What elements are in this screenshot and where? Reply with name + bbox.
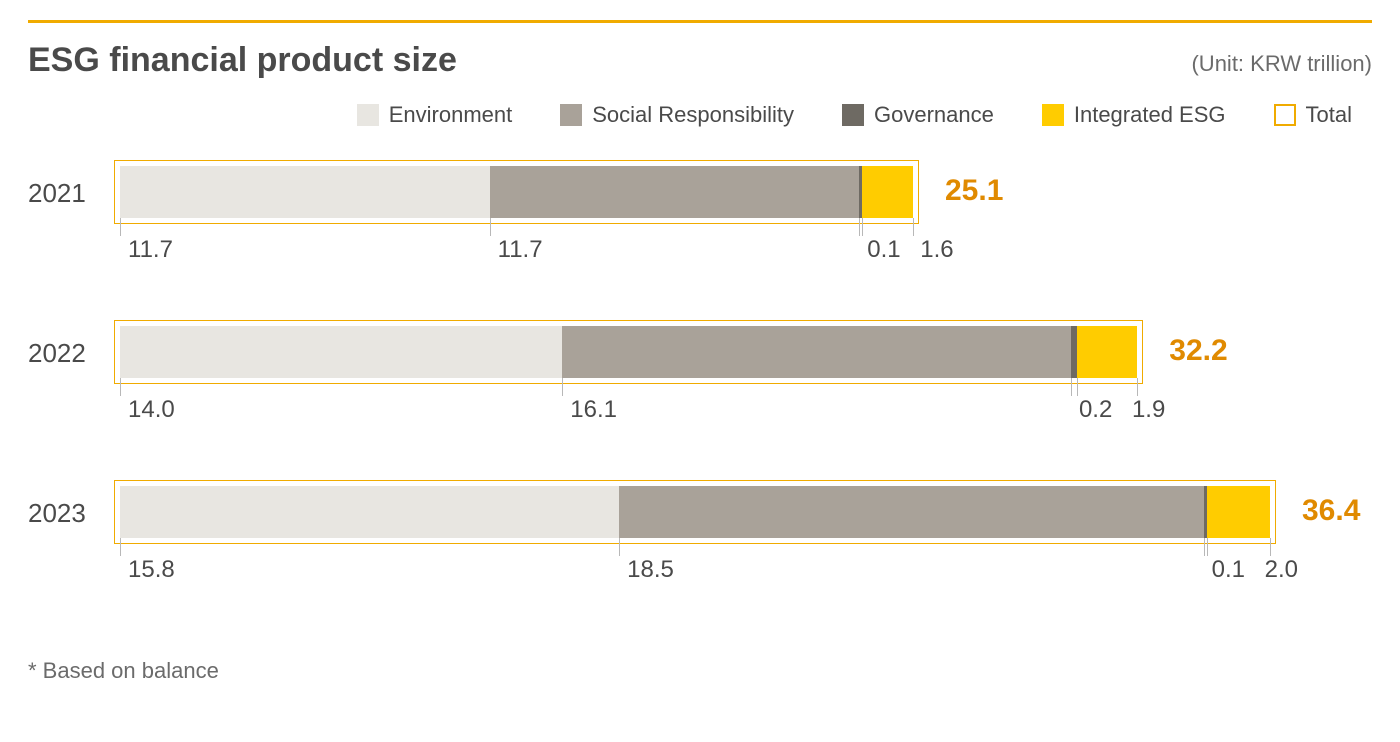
legend-label: Social Responsibility bbox=[592, 102, 794, 128]
segment-value-label: 2.0 bbox=[1265, 556, 1298, 584]
tick bbox=[562, 378, 563, 396]
bar-segment bbox=[1207, 486, 1270, 538]
header-row: ESG financial product size (Unit: KRW tr… bbox=[28, 41, 1372, 80]
tick bbox=[120, 378, 121, 396]
tick bbox=[862, 218, 863, 236]
bar-segment bbox=[120, 326, 562, 378]
tick bbox=[1077, 378, 1078, 396]
legend-label: Total bbox=[1306, 102, 1352, 128]
tick bbox=[619, 538, 620, 556]
segment-value-label: 11.7 bbox=[128, 236, 173, 264]
legend-item: Integrated ESG bbox=[1042, 102, 1226, 128]
tick bbox=[120, 538, 121, 556]
chart-title: ESG financial product size bbox=[28, 41, 457, 80]
legend-swatch bbox=[1042, 104, 1064, 126]
segment-value-label: 11.7 bbox=[498, 236, 543, 264]
segment-value-label: 1.6 bbox=[920, 236, 953, 264]
tick bbox=[490, 218, 491, 236]
bar-segment bbox=[490, 166, 860, 218]
segment-value-label: 0.2 bbox=[1079, 396, 1112, 424]
bar-segments bbox=[120, 486, 1270, 538]
year-label: 2022 bbox=[28, 326, 120, 369]
legend-swatch bbox=[842, 104, 864, 126]
tick bbox=[1137, 378, 1138, 396]
tick bbox=[1071, 378, 1072, 396]
bar-row: 2023 36.4 15.8 18.5 0.1 2.0 bbox=[28, 486, 1372, 588]
bar-segments bbox=[120, 166, 913, 218]
legend-swatch bbox=[357, 104, 379, 126]
segment-value-label: 0.1 bbox=[867, 236, 900, 264]
legend-label: Integrated ESG bbox=[1074, 102, 1226, 128]
segment-labels: 11.711.70.11.6 bbox=[120, 236, 913, 266]
legend-item: Social Responsibility bbox=[560, 102, 794, 128]
year-label: 2021 bbox=[28, 166, 120, 209]
legend: Environment Social Responsibility Governan… bbox=[28, 102, 1372, 128]
bar-row: 2021 25.1 11.7 11.7 0.1 1.6 bbox=[28, 166, 1372, 268]
segment-labels: 14.016.10.21.9 bbox=[120, 396, 1137, 426]
segment-value-label: 1.9 bbox=[1132, 396, 1165, 424]
total-value-label: 36.4 bbox=[1302, 494, 1360, 528]
bar-rows: 2021 25.1 11.7 11.7 0.1 1.6 2022 32.2 14.0 16.1 0.… bbox=[28, 166, 1372, 588]
tick bbox=[859, 218, 860, 236]
bar-track: 32.2 bbox=[120, 326, 1372, 378]
segment-value-label: 0.1 bbox=[1212, 556, 1245, 584]
bar-segment bbox=[862, 166, 913, 218]
bar-segment bbox=[562, 326, 1071, 378]
segment-value-label: 16.1 bbox=[570, 396, 617, 424]
tick bbox=[1207, 538, 1208, 556]
total-value-label: 25.1 bbox=[945, 174, 1003, 208]
bar-row: 2022 32.2 14.0 16.1 0.2 1.9 bbox=[28, 326, 1372, 428]
legend-swatch bbox=[560, 104, 582, 126]
total-value-label: 32.2 bbox=[1169, 334, 1227, 368]
bar-segments bbox=[120, 326, 1137, 378]
segment-value-label: 18.5 bbox=[627, 556, 674, 584]
tick bbox=[1204, 538, 1205, 556]
unit-label: (Unit: KRW trillion) bbox=[1191, 51, 1372, 77]
bar-segment bbox=[120, 166, 490, 218]
tick bbox=[913, 218, 914, 236]
segment-value-label: 15.8 bbox=[128, 556, 175, 584]
bar-area: 36.4 15.8 18.5 0.1 2.0 bbox=[120, 486, 1372, 588]
legend-label: Environment bbox=[389, 102, 513, 128]
legend-item: Governance bbox=[842, 102, 994, 128]
bar-track: 25.1 bbox=[120, 166, 1372, 218]
legend-item: Total bbox=[1274, 102, 1352, 128]
segment-value-label: 14.0 bbox=[128, 396, 175, 424]
tick bbox=[1270, 538, 1271, 556]
top-rule bbox=[28, 20, 1372, 23]
legend-swatch bbox=[1274, 104, 1296, 126]
segment-labels: 15.818.50.12.0 bbox=[120, 556, 1270, 586]
chart-container: ESG financial product size (Unit: KRW tr… bbox=[0, 0, 1400, 700]
bar-segment bbox=[120, 486, 619, 538]
legend-item: Environment bbox=[357, 102, 513, 128]
bar-area: 25.1 11.7 11.7 0.1 1.6 bbox=[120, 166, 1372, 268]
tick bbox=[120, 218, 121, 236]
bar-segment bbox=[1077, 326, 1137, 378]
year-label: 2023 bbox=[28, 486, 120, 529]
footnote: * Based on balance bbox=[28, 658, 1372, 684]
bar-track: 36.4 bbox=[120, 486, 1372, 538]
bar-area: 32.2 14.0 16.1 0.2 1.9 bbox=[120, 326, 1372, 428]
legend-label: Governance bbox=[874, 102, 994, 128]
bar-segment bbox=[619, 486, 1203, 538]
